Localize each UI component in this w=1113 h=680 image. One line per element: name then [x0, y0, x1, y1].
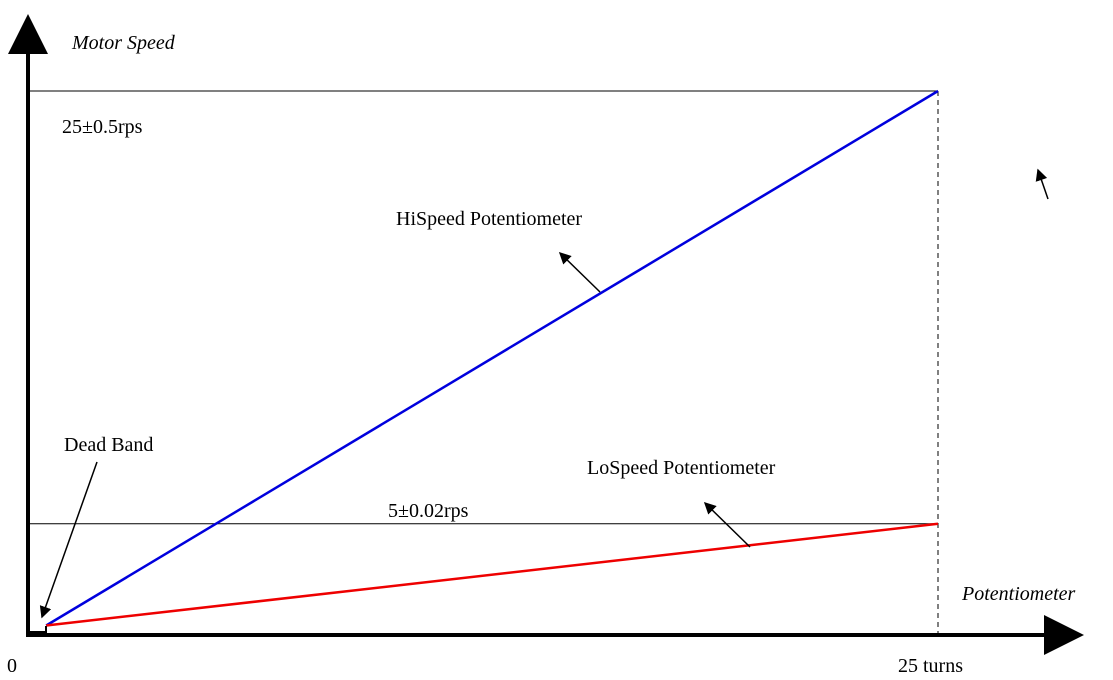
x-tick-label-0: 0 — [7, 655, 17, 677]
ref-label-low: 5±0.02rps — [388, 500, 469, 522]
ref-label-high: 25±0.5rps — [62, 116, 143, 138]
y-axis-label: Motor Speed — [71, 32, 176, 54]
dead-band-marker — [28, 626, 47, 633]
series-line-lospeed — [46, 522, 939, 627]
series-label-lospeed: LoSpeed Potentiometer — [587, 457, 776, 479]
stray-arrow — [1035, 168, 1049, 200]
series-line-hispeed — [45, 89, 939, 627]
dead-band-arrow — [39, 461, 98, 619]
lospeed-arrow — [703, 501, 751, 548]
dead-band-label: Dead Band — [64, 434, 153, 456]
x-tick-label-1: 25 turns — [898, 655, 963, 677]
x-axis-label: Potentiometer — [961, 583, 1076, 605]
hispeed-arrow — [558, 251, 601, 293]
series-label-hispeed: HiSpeed Potentiometer — [396, 208, 582, 230]
